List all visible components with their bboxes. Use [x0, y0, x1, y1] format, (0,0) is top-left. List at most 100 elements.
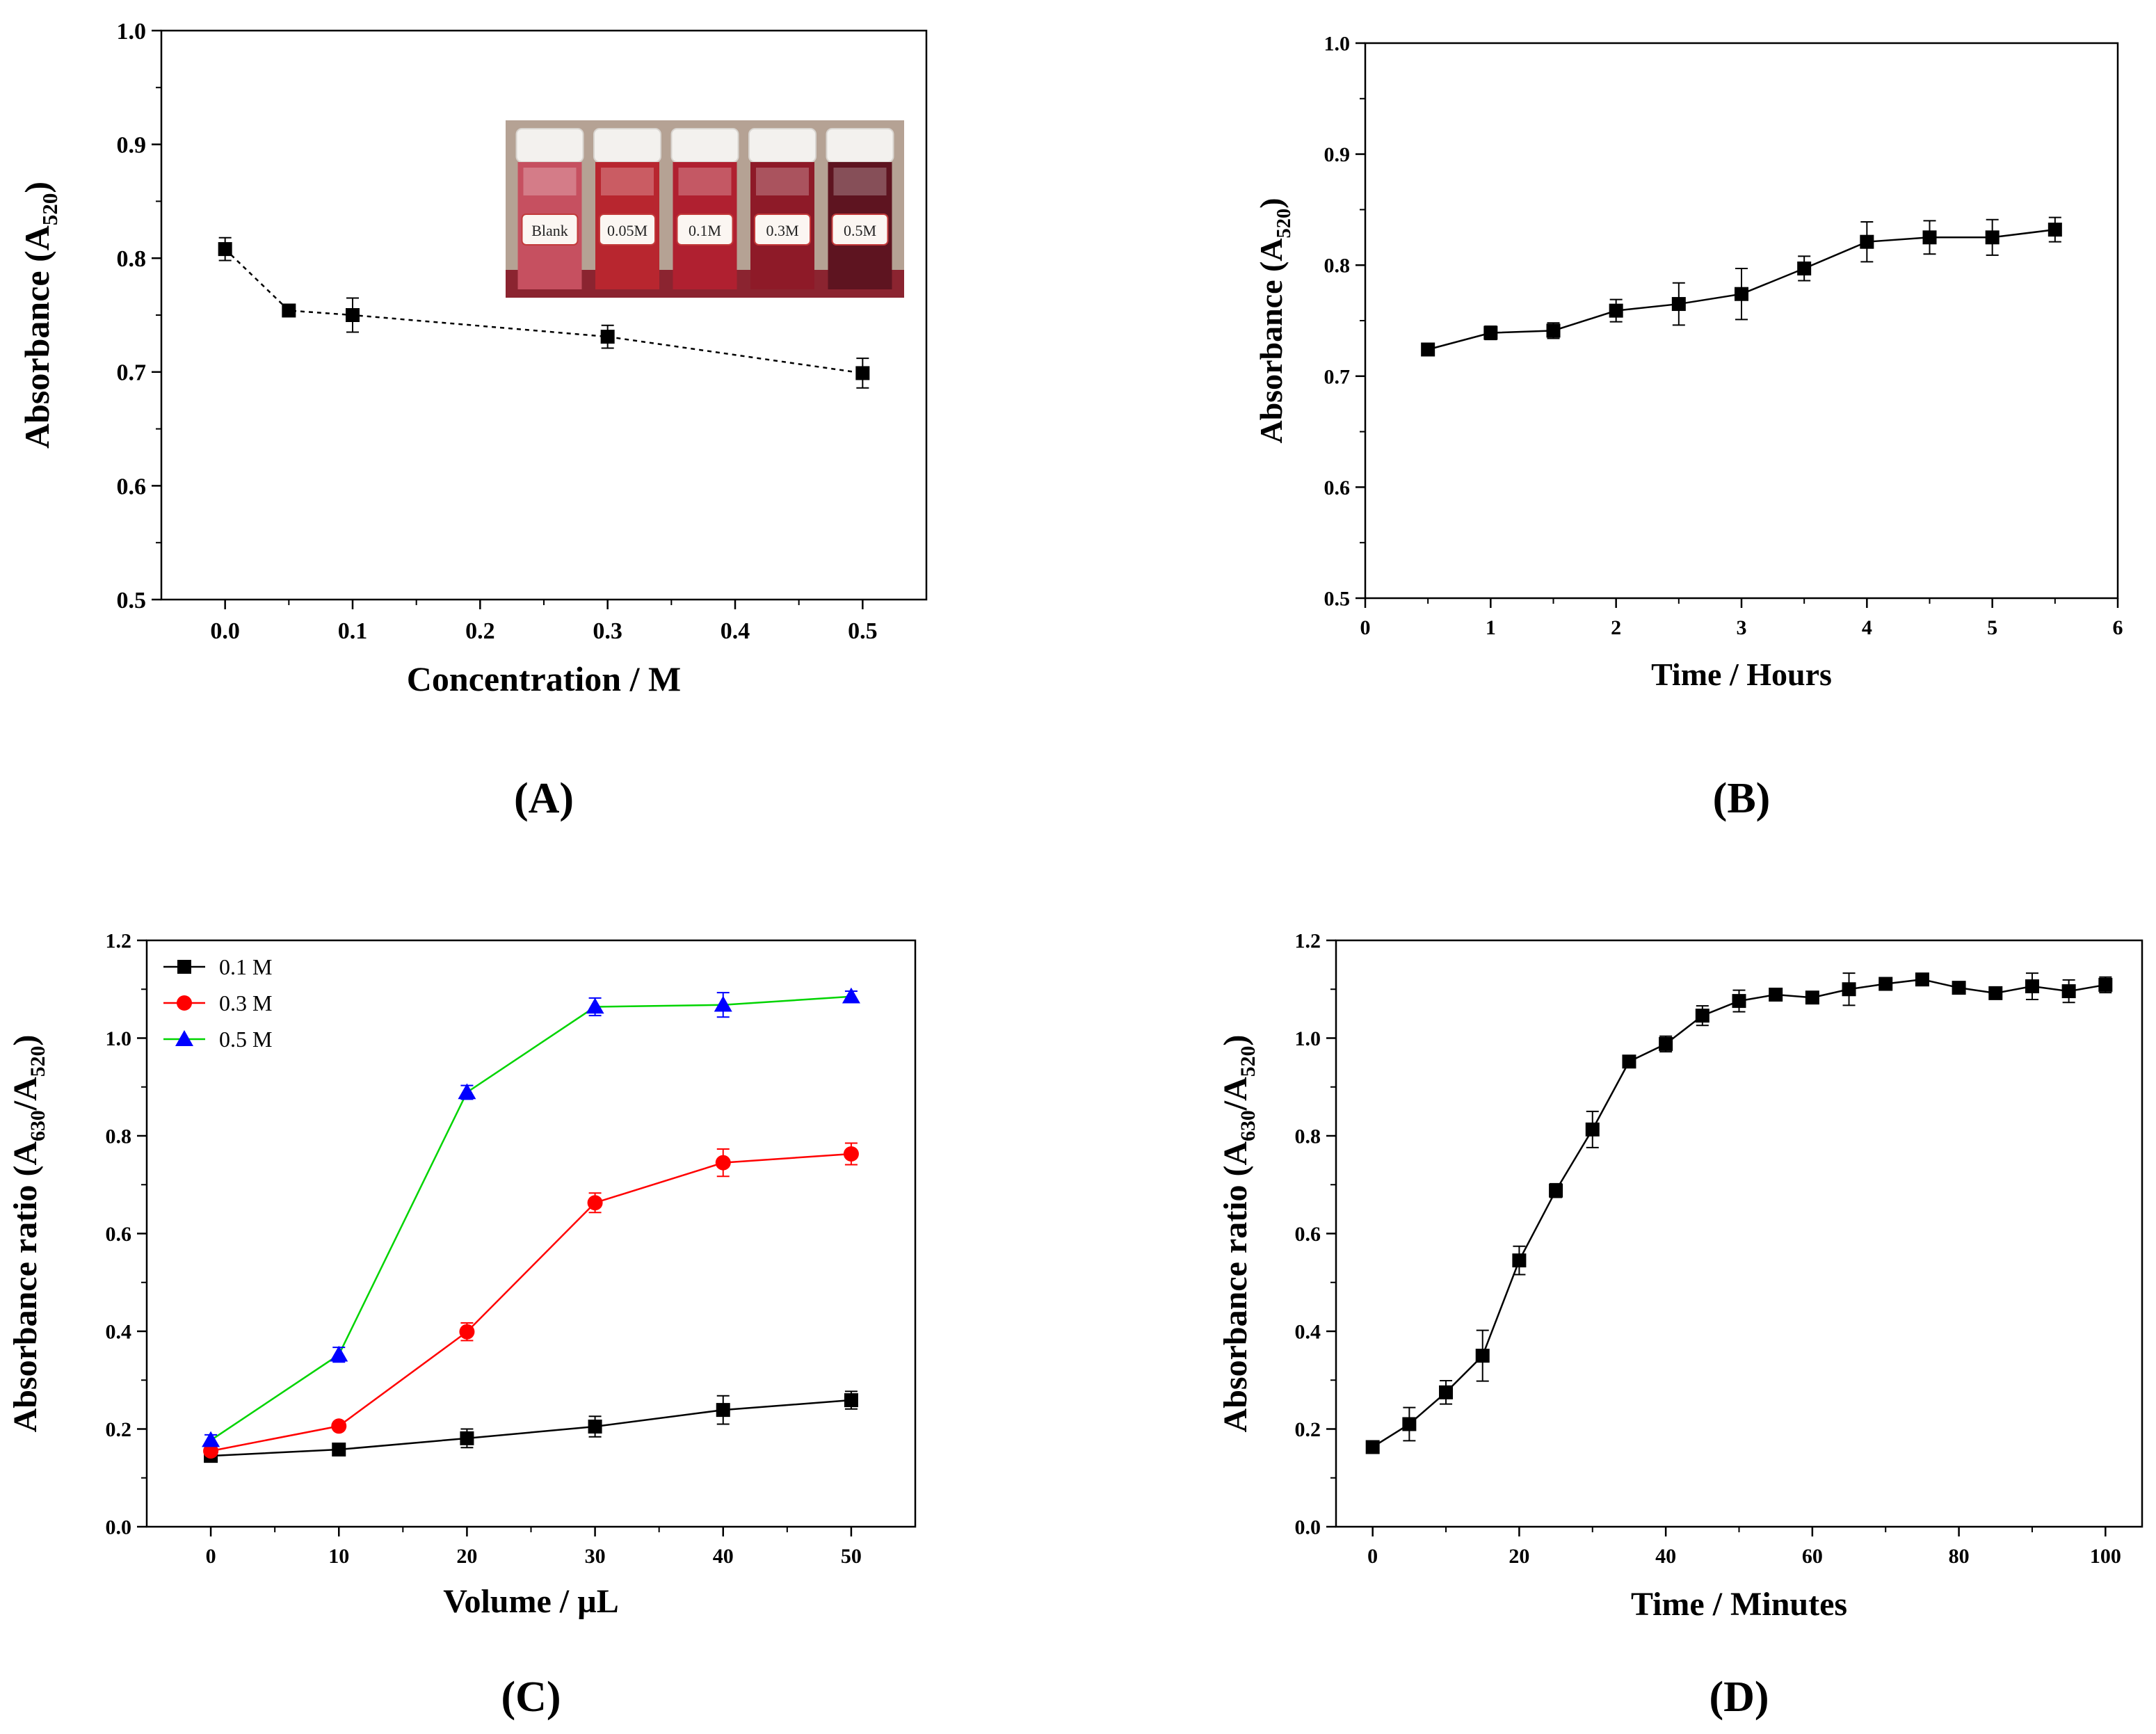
panel-label: (D) — [1709, 1673, 1769, 1721]
x-tick-label: 5 — [1987, 616, 1997, 639]
data-point-square — [1659, 1036, 1673, 1051]
y-axis-label-subscript: 520 — [26, 1046, 49, 1077]
data-point-square — [1842, 982, 1856, 997]
y-tick-label: 0.8 — [117, 246, 147, 272]
series-1 — [204, 1390, 858, 1463]
x-tick-label: 60 — [1802, 1545, 1823, 1568]
x-tick-label: 30 — [585, 1545, 606, 1568]
data-point-circle — [203, 1443, 219, 1459]
series-2 — [203, 1142, 859, 1459]
plot-frame — [1364, 42, 2119, 600]
data-point-square — [1622, 1054, 1636, 1069]
legend-marker — [175, 1030, 193, 1046]
y-tick-label: 0.2 — [106, 1418, 132, 1441]
data-point-square — [2048, 223, 2062, 237]
panel-label: (A) — [514, 775, 574, 822]
vial-label-text: 0.3M — [766, 222, 798, 239]
y-axis-label: Absorbance ratio (A630/A520) — [7, 1035, 49, 1433]
x-tick-label: 4 — [1862, 616, 1872, 639]
y-axis-label-part: ) — [17, 182, 56, 193]
y-axis-label-subscript: 520 — [38, 193, 62, 226]
y-axis-label-part: /A — [1217, 1077, 1254, 1111]
y-tick-label: 1.2 — [1295, 930, 1321, 953]
vial-label-text: Blank — [531, 222, 568, 239]
vial-cap — [593, 128, 661, 163]
series-line — [210, 995, 851, 1441]
data-point-square — [2025, 979, 2039, 994]
y-tick-label: 0.6 — [106, 1223, 132, 1246]
y-tick-label: 1.0 — [1324, 33, 1351, 56]
data-point-square — [588, 1419, 602, 1434]
data-point-square — [1732, 994, 1746, 1009]
data-point-square — [346, 308, 360, 322]
vial-shine — [678, 168, 732, 195]
y-axis-label: Absorbance ratio (A630/A520) — [1217, 1035, 1260, 1433]
series-1 — [1421, 216, 2062, 357]
x-tick-label: 0 — [1360, 616, 1371, 639]
y-tick-label: 1.0 — [106, 1027, 132, 1050]
data-point-square — [282, 303, 296, 318]
y-axis-label-part: ) — [1253, 198, 1289, 208]
y-tick-label: 1.0 — [1295, 1027, 1321, 1050]
data-point-square — [1546, 323, 1561, 338]
x-tick-label: 20 — [456, 1545, 477, 1568]
y-axis-label-subscript: 630 — [1237, 1110, 1260, 1141]
data-point-triangle — [202, 1431, 220, 1447]
series-1 — [1365, 972, 2113, 1454]
series-line — [211, 1399, 852, 1457]
y-axis-label-part: Absorbance ratio (A — [7, 1141, 44, 1432]
data-point-square — [1439, 1385, 1454, 1399]
plot-frame — [160, 29, 928, 601]
vial-label-text: 0.5M — [844, 222, 876, 239]
y-tick-label: 1.2 — [106, 930, 132, 953]
data-point-square — [1797, 261, 1812, 275]
legend: 0.1 M 0.3 M 0.5 M — [163, 954, 272, 1052]
data-point-square — [1985, 230, 2000, 245]
data-point-square — [600, 330, 615, 344]
data-point-square — [1805, 990, 1819, 1005]
plot-frame — [1335, 939, 2143, 1528]
inset-photo: Blank 0.05M 0.1M 0.3M 0.5M — [506, 120, 904, 298]
data-point-square — [1402, 1417, 1417, 1431]
data-point-square — [844, 1393, 858, 1408]
vial-shine — [601, 168, 654, 195]
y-axis-label: Absorbance (A520) — [1253, 198, 1295, 443]
data-point-square — [1769, 987, 1783, 1002]
data-point-circle — [587, 1195, 603, 1211]
data-point-square — [1475, 1349, 1490, 1363]
data-point-square — [1549, 1183, 1563, 1198]
x-tick-label: 20 — [1509, 1545, 1529, 1568]
y-tick-label: 0.6 — [1324, 476, 1351, 499]
x-tick-label: 0 — [1367, 1545, 1378, 1568]
vial-label-sticker — [831, 214, 889, 246]
panel-a: 0.0 0.1 0.2 0.3 0.4 0.5 0.5 0.6 0.7 0.8 0.9 1.0 Conc… — [17, 19, 928, 822]
x-tick-label: 40 — [713, 1545, 734, 1568]
data-point-square — [1879, 977, 1893, 991]
data-point-square — [1988, 986, 2003, 1000]
y-axis-label-part: Absorbance ratio (A — [1217, 1141, 1254, 1432]
y-tick-label: 0.0 — [106, 1516, 132, 1539]
x-tick-label: 3 — [1737, 616, 1747, 639]
data-point-square — [2061, 984, 2076, 999]
data-point-square — [1609, 303, 1623, 318]
x-tick-label: 0.5 — [848, 618, 878, 644]
y-tick-label: 0.8 — [106, 1125, 132, 1148]
data-point-square — [1952, 981, 1966, 995]
y-axis-label-subscript: 630 — [26, 1110, 49, 1141]
data-point-triangle — [714, 995, 732, 1012]
x-tick-label: 0.4 — [721, 618, 750, 644]
y-tick-label: 0.0 — [1295, 1516, 1321, 1539]
x-axis-label: Time / Hours — [1651, 657, 1832, 692]
y-tick-label: 0.4 — [1295, 1321, 1321, 1344]
data-point-square — [1671, 297, 1686, 312]
x-axis-label: Volume / µL — [443, 1583, 619, 1620]
y-tick-label: 0.5 — [1324, 588, 1351, 611]
y-tick-label: 0.6 — [1295, 1223, 1321, 1246]
x-tick-label: 2 — [1611, 616, 1621, 639]
vial-label-sticker — [521, 214, 579, 246]
panel-c: 0 10 20 30 40 50 0.0 0.2 0.4 0.6 0.8 1.0 1.2 Volume /… — [7, 930, 917, 1721]
data-point-square — [460, 1431, 474, 1445]
y-axis-label-part: Absorbance (A — [17, 225, 56, 449]
data-point-square — [1915, 972, 1929, 987]
y-tick-label: 0.8 — [1295, 1125, 1321, 1148]
